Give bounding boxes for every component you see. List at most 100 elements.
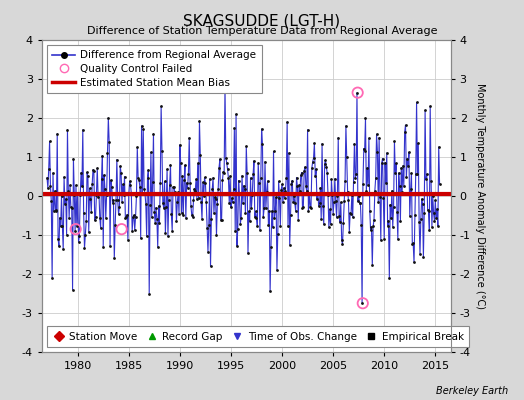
Point	[313, 196, 321, 202]
Point	[354, 198, 362, 204]
Point	[422, 171, 431, 177]
Point	[347, 211, 355, 218]
Point	[107, 184, 116, 190]
Point	[343, 188, 352, 195]
Point	[391, 170, 399, 177]
Point	[227, 204, 235, 210]
Point	[347, 192, 356, 198]
Point	[299, 204, 308, 210]
Point	[245, 208, 253, 214]
Point	[62, 231, 71, 238]
Point	[293, 183, 301, 190]
Point	[71, 228, 79, 234]
Point	[367, 224, 376, 230]
Point	[370, 188, 379, 194]
Point	[152, 216, 161, 222]
Point	[96, 215, 104, 221]
Point	[70, 192, 79, 198]
Point	[326, 221, 335, 227]
Point	[432, 215, 440, 222]
Point	[329, 210, 337, 217]
Point	[258, 141, 267, 147]
Point	[208, 186, 216, 192]
Point	[398, 189, 406, 195]
Point	[397, 164, 406, 171]
Point	[126, 181, 135, 188]
Point	[179, 212, 188, 218]
Point	[339, 241, 347, 248]
Point	[396, 218, 405, 224]
Point	[278, 181, 286, 188]
Point	[280, 195, 289, 202]
Point	[141, 190, 149, 196]
Point	[63, 126, 72, 133]
Point	[433, 206, 441, 212]
Point	[50, 188, 59, 194]
Point	[64, 188, 72, 194]
Point	[155, 220, 163, 226]
Point	[434, 144, 443, 150]
Point	[136, 184, 144, 190]
Point	[250, 158, 258, 164]
Point	[256, 227, 264, 233]
Point	[73, 190, 82, 196]
Point	[261, 204, 270, 211]
Point	[167, 211, 176, 218]
Point	[188, 212, 196, 218]
Point	[247, 205, 256, 212]
Point	[332, 198, 340, 204]
Point	[245, 218, 254, 224]
Point	[193, 196, 201, 202]
Point	[145, 290, 154, 297]
Point	[246, 175, 255, 181]
Point	[177, 160, 185, 166]
Point	[181, 162, 189, 168]
Point	[132, 193, 140, 200]
Point	[102, 191, 111, 198]
Point	[384, 223, 392, 229]
Point	[84, 229, 93, 235]
Point	[292, 174, 301, 181]
Point	[146, 202, 154, 209]
Point	[341, 178, 350, 184]
Point	[275, 178, 283, 184]
Point	[429, 193, 437, 199]
Point	[395, 183, 403, 189]
Point	[422, 176, 430, 182]
Point	[330, 199, 338, 205]
Point	[236, 220, 245, 227]
Point	[255, 180, 263, 186]
Point	[80, 245, 89, 252]
Point	[379, 195, 388, 202]
Point	[345, 228, 354, 235]
Point	[202, 199, 211, 205]
Point	[136, 235, 145, 242]
Point	[43, 185, 52, 191]
Point	[69, 156, 78, 162]
Point	[281, 187, 290, 194]
Point	[46, 183, 54, 189]
Point	[86, 195, 95, 202]
Point	[121, 173, 129, 180]
Point	[279, 199, 287, 206]
Point	[376, 194, 384, 200]
Point	[203, 225, 211, 232]
Point	[300, 168, 308, 174]
Point	[429, 210, 438, 217]
Point	[57, 193, 66, 199]
Point	[170, 184, 178, 190]
Point	[268, 208, 276, 214]
Point	[130, 227, 139, 233]
Point	[328, 192, 336, 198]
Point	[215, 164, 223, 171]
Point	[362, 188, 370, 194]
Point	[56, 214, 64, 221]
Point	[375, 134, 383, 141]
Point	[213, 200, 222, 207]
Point	[390, 138, 399, 144]
Point	[272, 194, 280, 200]
Point	[200, 174, 209, 181]
Point	[385, 275, 394, 281]
Point	[282, 174, 290, 181]
Point	[430, 218, 439, 224]
